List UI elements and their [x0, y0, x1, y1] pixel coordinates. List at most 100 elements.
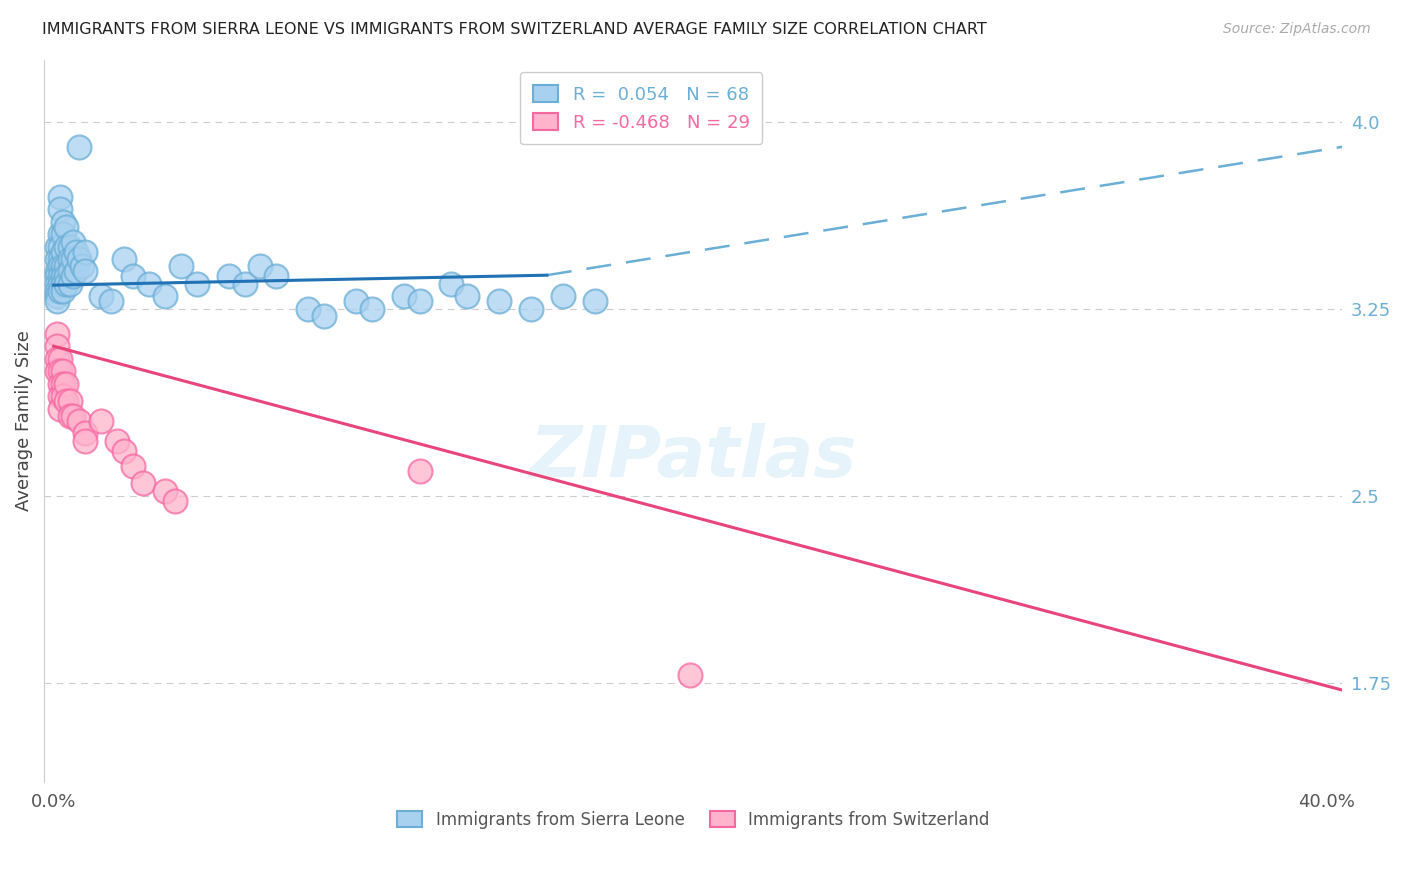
Point	[266, 269, 288, 284]
Point	[62, 235, 84, 249]
Point	[45, 339, 67, 353]
Point	[45, 264, 67, 278]
Point	[49, 285, 72, 299]
Point	[49, 260, 72, 274]
Point	[90, 289, 112, 303]
Point	[344, 294, 367, 309]
Point	[45, 269, 67, 284]
Point	[112, 443, 135, 458]
Legend: Immigrants from Sierra Leone, Immigrants from Switzerland: Immigrants from Sierra Leone, Immigrants…	[391, 804, 995, 836]
Point	[520, 301, 543, 316]
Point	[163, 493, 186, 508]
Point	[138, 277, 160, 291]
Point	[65, 264, 87, 278]
Point	[122, 269, 145, 284]
Point	[75, 244, 97, 259]
Text: Source: ZipAtlas.com: Source: ZipAtlas.com	[1223, 22, 1371, 37]
Point	[49, 376, 72, 391]
Point	[52, 277, 75, 291]
Point	[55, 269, 77, 284]
Point	[52, 269, 75, 284]
Point	[488, 294, 510, 309]
Point	[75, 434, 97, 448]
Point	[440, 277, 463, 291]
Point	[45, 285, 67, 299]
Point	[360, 301, 382, 316]
Point	[45, 277, 67, 291]
Point	[233, 277, 256, 291]
Point	[58, 394, 80, 409]
Point	[49, 239, 72, 253]
Point	[55, 376, 77, 391]
Point	[153, 483, 176, 498]
Point	[132, 476, 155, 491]
Point	[49, 269, 72, 284]
Point	[58, 264, 80, 278]
Point	[297, 301, 319, 316]
Point	[52, 364, 75, 378]
Point	[90, 414, 112, 428]
Point	[67, 414, 90, 428]
Point	[314, 310, 336, 324]
Point	[52, 389, 75, 403]
Point	[45, 294, 67, 309]
Point	[49, 252, 72, 266]
Point	[105, 434, 128, 448]
Point	[218, 269, 240, 284]
Point	[583, 294, 606, 309]
Point	[52, 227, 75, 241]
Point	[58, 252, 80, 266]
Point	[55, 219, 77, 234]
Point	[186, 277, 208, 291]
Point	[49, 227, 72, 241]
Point	[52, 244, 75, 259]
Point	[408, 464, 430, 478]
Point	[52, 285, 75, 299]
Point	[75, 426, 97, 441]
Point	[45, 289, 67, 303]
Point	[679, 668, 702, 682]
Point	[100, 294, 122, 309]
Point	[551, 289, 574, 303]
Point	[392, 289, 415, 303]
Point	[75, 264, 97, 278]
Point	[49, 189, 72, 203]
Point	[55, 260, 77, 274]
Point	[72, 260, 94, 274]
Point	[55, 239, 77, 253]
Point	[49, 364, 72, 378]
Point	[62, 269, 84, 284]
Point	[52, 376, 75, 391]
Point	[67, 140, 90, 154]
Y-axis label: Average Family Size: Average Family Size	[15, 331, 32, 511]
Point	[170, 260, 193, 274]
Point	[153, 289, 176, 303]
Point	[456, 289, 478, 303]
Point	[55, 277, 77, 291]
Point	[58, 239, 80, 253]
Point	[67, 252, 90, 266]
Point	[49, 202, 72, 216]
Text: ZIPatlas: ZIPatlas	[530, 423, 856, 491]
Point	[62, 252, 84, 266]
Point	[49, 277, 72, 291]
Point	[408, 294, 430, 309]
Point	[249, 260, 271, 274]
Point	[58, 409, 80, 423]
Point	[45, 351, 67, 366]
Point	[45, 252, 67, 266]
Point	[45, 364, 67, 378]
Point	[45, 239, 67, 253]
Point	[55, 394, 77, 409]
Point	[52, 214, 75, 228]
Point	[112, 252, 135, 266]
Point	[45, 326, 67, 341]
Point	[122, 458, 145, 473]
Point	[65, 244, 87, 259]
Point	[62, 409, 84, 423]
Point	[52, 260, 75, 274]
Point	[58, 277, 80, 291]
Point	[49, 351, 72, 366]
Point	[49, 389, 72, 403]
Point	[49, 401, 72, 416]
